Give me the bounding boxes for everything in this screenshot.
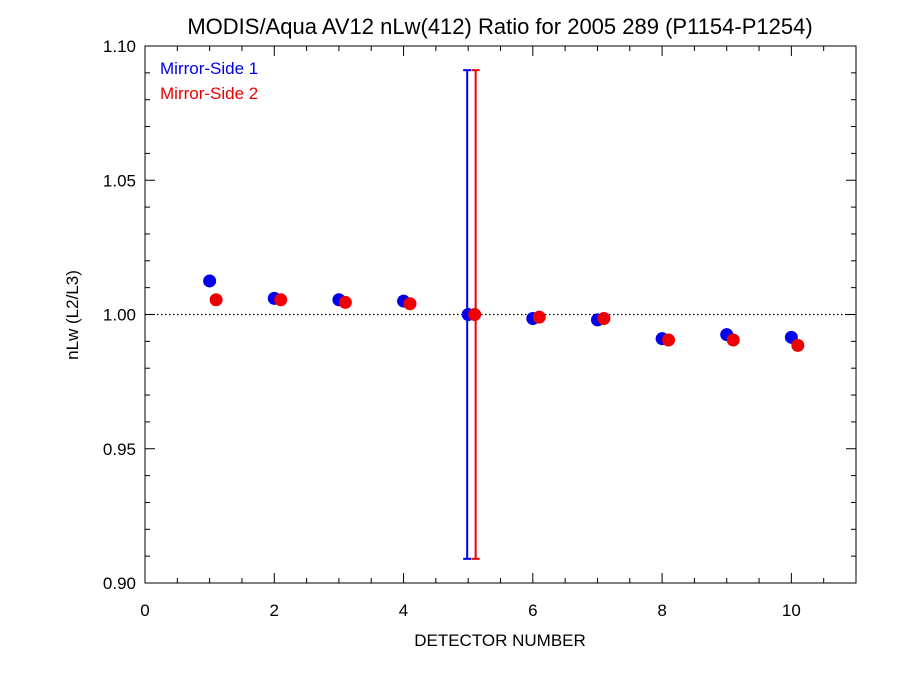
x-tick-label: 10 bbox=[782, 601, 801, 620]
data-point-series-1 bbox=[203, 274, 217, 288]
x-tick-label: 2 bbox=[270, 601, 279, 620]
data-point-series-2 bbox=[274, 293, 288, 307]
x-tick-label: 6 bbox=[528, 601, 537, 620]
x-tick-label: 8 bbox=[657, 601, 666, 620]
y-tick-label: 1.05 bbox=[103, 171, 136, 190]
y-axis-label: nLw (L2/L3) bbox=[63, 270, 82, 360]
y-tick-label: 0.90 bbox=[103, 574, 136, 593]
y-tick-label: 1.00 bbox=[103, 306, 136, 325]
data-point-series-2 bbox=[209, 293, 223, 307]
x-tick-label: 0 bbox=[140, 601, 149, 620]
data-point-series-2 bbox=[468, 308, 482, 321]
x-axis-label: DETECTOR NUMBER bbox=[414, 631, 586, 650]
data-point-series-2 bbox=[532, 310, 546, 324]
data-point-series-2 bbox=[791, 338, 805, 352]
data-point-series-2 bbox=[597, 312, 611, 326]
legend-entry-1: Mirror-Side 1 bbox=[160, 59, 258, 78]
y-tick-label: 0.95 bbox=[103, 440, 136, 459]
legend-entry-2: Mirror-Side 2 bbox=[160, 84, 258, 103]
plot-area: 0 2 4 6 8 10 0.90 0.95 1.00 1.05 1.10 Mirror-Side 1… bbox=[103, 37, 857, 620]
data-point-series-2 bbox=[662, 333, 676, 347]
y-tick-label: 1.10 bbox=[103, 37, 136, 56]
x-tick-label: 4 bbox=[399, 601, 408, 620]
chart-title: MODIS/Aqua AV12 nLw(412) Ratio for 2005 … bbox=[187, 14, 812, 39]
data-point-series-2 bbox=[726, 333, 740, 347]
data-point-series-2 bbox=[338, 295, 352, 309]
data-point-series-2 bbox=[403, 297, 417, 311]
